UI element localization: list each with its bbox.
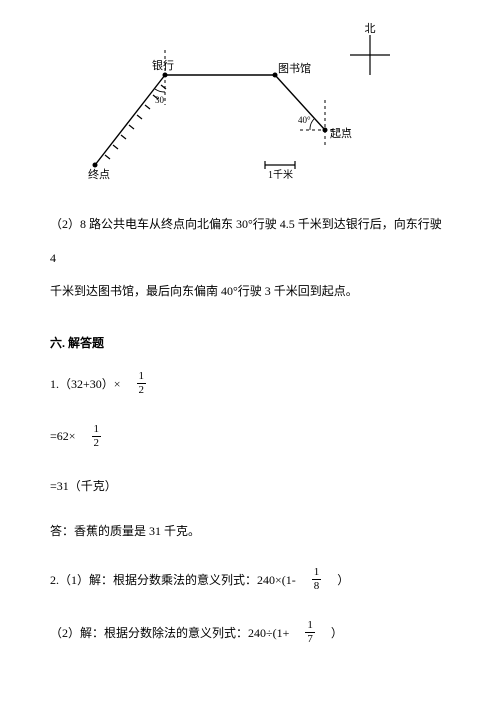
angle-arcs xyxy=(155,89,314,130)
q1-line2-pre: =62× xyxy=(50,429,76,444)
problem2-line-a: （2）8 路公共电车从终点向北偏东 30°行驶 4.5 千米到达银行后，向东行驶… xyxy=(50,208,450,275)
library-label: 图书馆 xyxy=(278,61,311,75)
start-label: 起点 xyxy=(330,127,352,140)
q2-part2-pre: （2）解：根据分数除法的意义列式：240÷(1+ xyxy=(50,624,289,641)
angle-guides xyxy=(165,50,350,145)
end-label: 终点 xyxy=(88,167,110,181)
fraction-one-eighth: 1 8 xyxy=(312,567,322,592)
q2-part2: （2）解：根据分数除法的意义列式：240÷(1+ 1 7 ） xyxy=(50,620,450,645)
diagram-labels: 银行 图书馆 起点 终点 30 40° xyxy=(88,58,352,181)
q1-line1: 1.（32+30）× 1 2 xyxy=(50,371,450,396)
fraction-half-1: 1 2 xyxy=(137,371,147,396)
start-angle-label: 40° xyxy=(298,115,311,125)
route-diagram: 北 xyxy=(60,20,420,190)
q2-part1-pre: 2.（1）解：根据分数乘法的意义列式：240×(1- xyxy=(50,571,296,588)
problem2-line-b: 千米到达图书馆，最后向东偏南 40°行驶 3 千米回到起点。 xyxy=(50,275,450,309)
q1-answer: 答：香蕉的质量是 31 千克。 xyxy=(50,522,450,539)
section6-title: 六. 解答题 xyxy=(50,334,450,351)
compass-label: 北 xyxy=(365,22,376,35)
points xyxy=(93,73,328,168)
diagram-svg: 北 xyxy=(60,20,420,190)
route-path xyxy=(95,75,325,165)
compass: 北 xyxy=(350,22,390,75)
q2-part1: 2.（1）解：根据分数乘法的意义列式：240×(1- 1 8 ） xyxy=(50,567,450,592)
q2-part1-post: ） xyxy=(337,571,349,588)
scale-label: 1千米 xyxy=(268,168,293,181)
fraction-half-2: 1 2 xyxy=(92,424,102,449)
scale-bar xyxy=(265,161,295,169)
problem2-text: （2）8 路公共电车从终点向北偏东 30°行驶 4.5 千米到达银行后，向东行驶… xyxy=(50,208,450,309)
q2-part2-post: ） xyxy=(331,624,343,641)
fraction-one-seventh: 1 7 xyxy=(305,620,315,645)
bank-label: 银行 xyxy=(152,58,174,72)
q1-line2: =62× 1 2 xyxy=(50,424,450,449)
q1-line3: =31（千克） xyxy=(50,477,450,494)
end-angle-label: 30 xyxy=(155,95,165,105)
q1-line1-pre: 1.（32+30）× xyxy=(50,375,121,392)
